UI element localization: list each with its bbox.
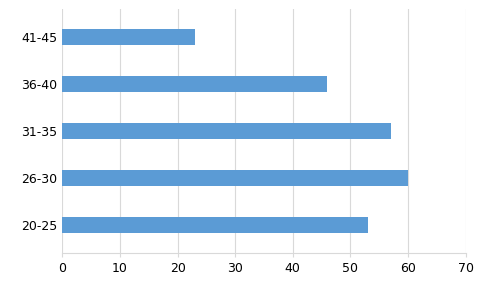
Bar — [62, 76, 327, 92]
Bar — [62, 217, 368, 234]
Bar — [62, 29, 195, 45]
Bar — [62, 123, 391, 139]
Bar — [62, 170, 408, 186]
